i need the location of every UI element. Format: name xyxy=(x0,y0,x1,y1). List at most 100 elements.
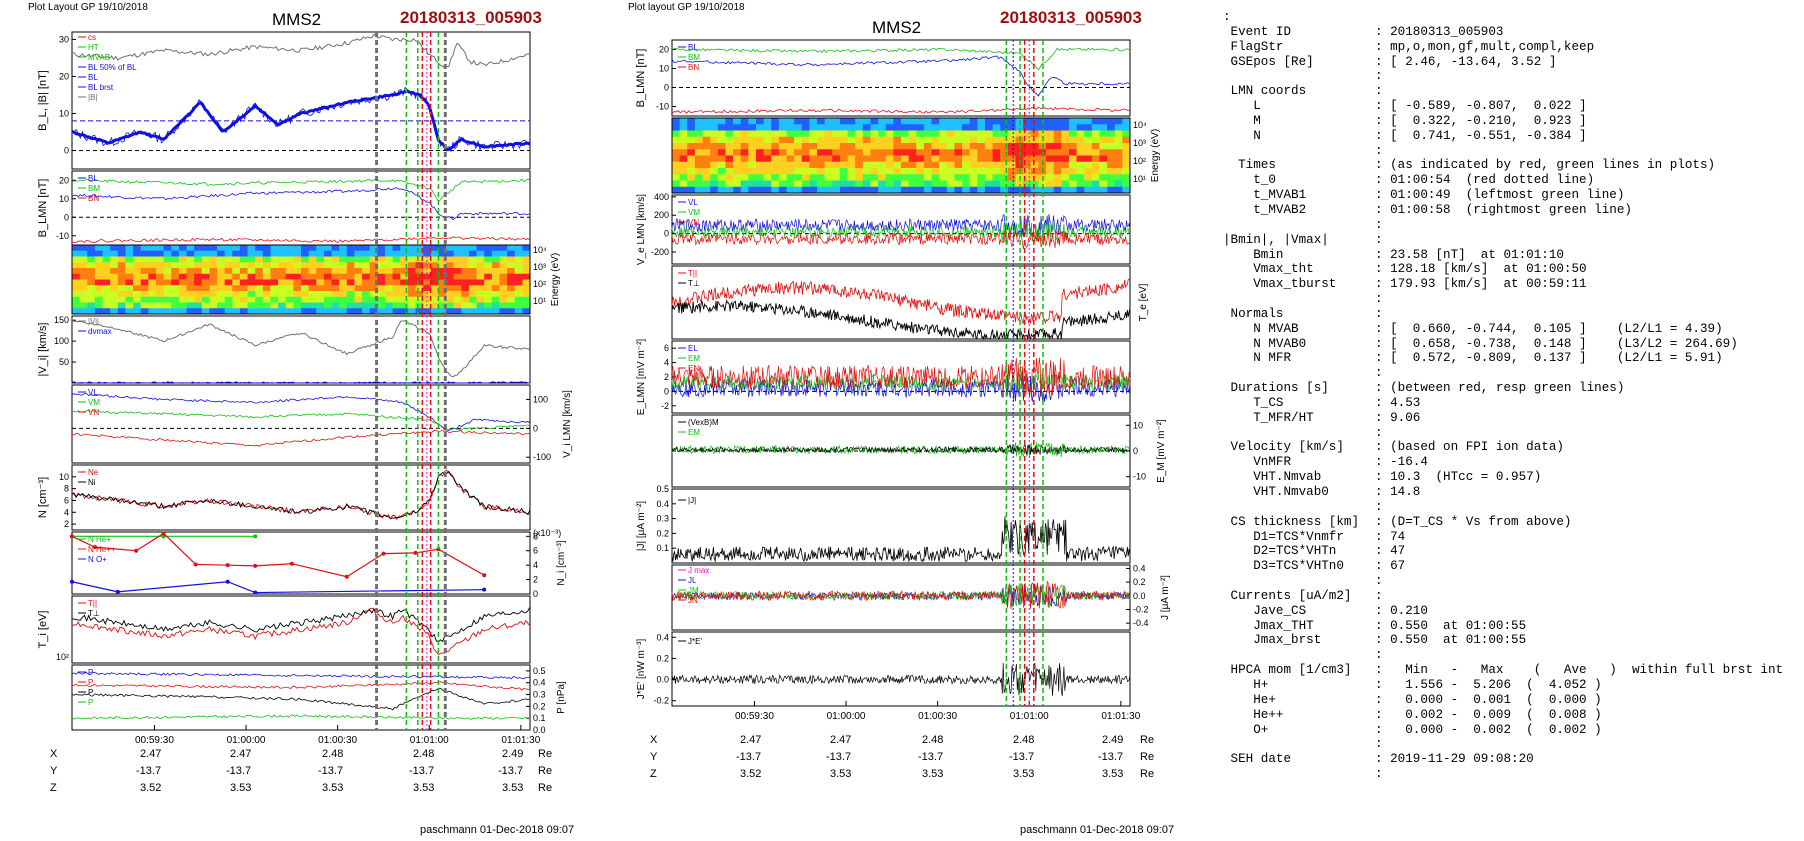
spectrogram-cell xyxy=(702,143,711,150)
y-tick-label: 4 xyxy=(664,358,669,368)
spectrogram-cell xyxy=(1000,118,1009,125)
spectrogram-cell xyxy=(1122,180,1131,188)
spectrogram-cell xyxy=(110,285,119,292)
spectrogram-cell xyxy=(817,143,826,150)
spectrogram-cell xyxy=(514,262,523,269)
spectrogram-cell xyxy=(87,250,96,257)
spectrogram-cell xyxy=(893,149,902,156)
spectrogram-cell xyxy=(1076,149,1085,156)
spectrogram-cell xyxy=(1030,124,1039,131)
spectrogram-cell xyxy=(901,168,910,175)
spectrogram-cell xyxy=(1122,124,1131,131)
spectrogram-cell xyxy=(163,250,172,257)
spectrogram-cell xyxy=(278,296,287,303)
spectrogram-cell xyxy=(954,186,963,194)
info-row: : xyxy=(1223,648,1798,663)
spectrogram-cell xyxy=(1114,124,1123,131)
spectrogram-cell xyxy=(1046,180,1055,188)
y-tick-label: 0.5 xyxy=(533,666,546,676)
spectrogram-cell xyxy=(1076,168,1085,175)
spectrogram-cell xyxy=(125,273,134,280)
spectrogram-cell xyxy=(878,168,887,175)
spectrogram-cell xyxy=(125,291,134,298)
spectrogram-cell xyxy=(384,262,394,269)
spectrogram-cell xyxy=(476,302,485,309)
spectrogram-cell xyxy=(507,268,516,275)
spectrogram-cell xyxy=(217,273,226,280)
spectrogram-cell xyxy=(369,296,378,303)
spectrogram-cell xyxy=(847,168,856,175)
spectrogram-cell xyxy=(163,296,172,303)
spectrogram-cell xyxy=(687,124,696,131)
info-value: : xyxy=(1375,499,1383,514)
blmn-line xyxy=(71,178,531,202)
ephem-value: 3.53 xyxy=(922,768,944,780)
ephem-value: 2.48 xyxy=(1013,734,1035,746)
spectrogram-cell xyxy=(901,136,910,144)
spectrogram-cell xyxy=(847,155,856,163)
spectrogram-cell xyxy=(694,136,704,144)
ephem-unit: Re xyxy=(1140,734,1155,746)
spectrogram-cell xyxy=(1030,149,1039,156)
spectrogram-cell xyxy=(901,149,910,156)
spectrogram-cell xyxy=(870,136,879,144)
spectrogram-cell xyxy=(710,174,719,181)
spectrogram-cell xyxy=(916,180,925,188)
spectrogram-cell xyxy=(755,168,765,175)
spectrogram-cell xyxy=(885,124,894,131)
legend-entry: Ne xyxy=(88,468,99,477)
legend-entry: |Vi| xyxy=(88,317,99,326)
spectrogram-cell xyxy=(778,155,787,163)
spectrogram-cell xyxy=(1046,186,1055,194)
spectrogram-cell xyxy=(962,124,971,131)
spectrogram-cell xyxy=(939,124,948,131)
spectrogram-cell xyxy=(522,256,531,263)
spectrogram-cell xyxy=(354,291,363,298)
spectrogram-cell xyxy=(839,149,849,156)
spectrogram-cell xyxy=(293,245,302,252)
spectrogram-cell xyxy=(140,296,149,303)
spectrogram-cell xyxy=(468,302,478,309)
spectrogram-cell xyxy=(702,124,711,131)
spectrogram-cell xyxy=(262,273,271,280)
info-value: : 0.002 - 0.009 ( 0.008 ) xyxy=(1375,707,1602,722)
spectrogram-cell xyxy=(1099,149,1108,156)
spectrogram-cell xyxy=(870,180,879,188)
spectrogram-cell xyxy=(847,186,856,194)
spectrogram-cell xyxy=(977,143,986,150)
spectrogram-cell xyxy=(446,296,455,303)
spectrogram-cell xyxy=(694,124,704,131)
spectrogram-cell xyxy=(247,256,256,263)
spectrogram-cell xyxy=(186,296,195,303)
spectrogram-cell xyxy=(794,130,803,138)
y-tick-label: 20 xyxy=(59,175,69,185)
spectrogram-cell xyxy=(954,168,963,175)
vilmn-line xyxy=(71,393,531,432)
spectrogram-cell xyxy=(362,285,371,292)
spectrogram-cell xyxy=(285,279,294,286)
spectrogram-cell xyxy=(239,273,249,280)
info-value: : 74 xyxy=(1375,529,1406,544)
spectrogram-cell xyxy=(1030,168,1039,175)
spectrogram-cell xyxy=(155,291,165,298)
spectrogram-cell xyxy=(801,174,810,181)
spectrogram-cell xyxy=(908,161,917,169)
info-value: : 23.58 [nT] at 01:01:10 xyxy=(1375,247,1564,262)
spectrogram-cell xyxy=(885,143,894,150)
spectrogram-cell xyxy=(1000,180,1009,188)
spectrogram-cell xyxy=(893,155,902,163)
spectrogram-cell xyxy=(1046,155,1055,163)
spectrogram-cell xyxy=(977,149,986,156)
spectrogram-cell xyxy=(992,174,1001,181)
info-key: VnMFR xyxy=(1223,455,1292,470)
spectrogram-cell xyxy=(491,296,500,303)
spectrogram-cell xyxy=(992,136,1001,144)
y-tick-label: 0.2 xyxy=(656,653,669,663)
y-tick-label: 200 xyxy=(654,210,669,220)
spectrogram-cell xyxy=(1046,136,1055,144)
spectrogram-cell xyxy=(140,256,149,263)
info-row: : xyxy=(1223,737,1798,752)
spectrogram-cell xyxy=(824,149,833,156)
event-info-panel: : Event ID: 20180313_005903 FlagStr: mp,… xyxy=(1223,10,1798,790)
spectrogram-cell xyxy=(415,296,424,303)
